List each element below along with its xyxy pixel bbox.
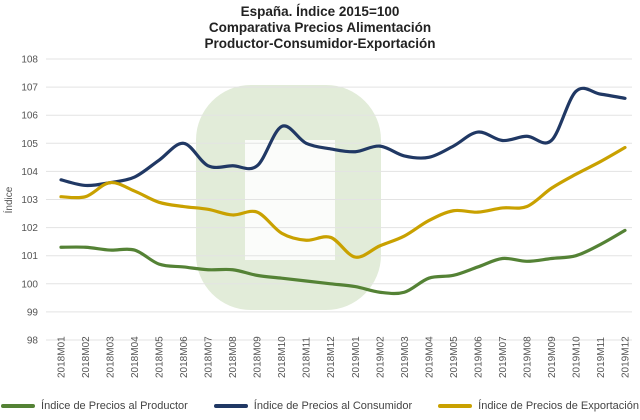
- y-axis-label: Índice: [2, 186, 15, 213]
- x-tick-label: 2018M10: [277, 336, 288, 378]
- y-tick-label: 101: [21, 251, 38, 262]
- x-tick-label: 2018M03: [106, 336, 117, 378]
- chart-title-line-1: España. Índice 2015=100: [240, 4, 400, 19]
- x-tick-label: 2019M04: [424, 336, 435, 378]
- legend-swatch: [1, 404, 36, 408]
- x-tick-label: 2019M02: [375, 336, 386, 378]
- y-tick-label: 105: [21, 139, 38, 150]
- legend-swatch: [438, 404, 473, 408]
- series-line-2: [59, 145, 627, 259]
- legend-label: Índice de Precios al Consumidor: [253, 400, 413, 412]
- legend-label: Índice de Precios de Exportación: [478, 400, 639, 412]
- x-tick-label: 2018M04: [130, 336, 141, 378]
- series-line-0: [59, 228, 627, 296]
- legend: Índice de Precios al Productor Índice de …: [0, 400, 640, 412]
- x-tick-label: 2019M09: [547, 336, 558, 378]
- y-tick-label: 99: [27, 307, 39, 318]
- x-tick-label: 2019M11: [596, 337, 607, 378]
- x-tick-label: 2018M05: [155, 336, 166, 378]
- legend-item: Índice de Precios de Exportación: [438, 400, 639, 412]
- x-tick-label: 2019M03: [400, 336, 411, 378]
- y-tick-label: 107: [21, 83, 38, 94]
- legend-item: Índice de Precios al Consumidor: [213, 400, 413, 412]
- x-tick-label: 2018M11: [302, 337, 313, 378]
- x-tick-label: 2018M08: [228, 336, 239, 378]
- x-tick-label: 2018M09: [253, 336, 264, 378]
- y-tick-label: 98: [27, 336, 39, 347]
- series-line-1: [59, 86, 627, 188]
- y-tick-label: 108: [21, 55, 38, 66]
- x-tick-label: 2019M05: [449, 336, 460, 378]
- x-tick-label: 2019M08: [522, 336, 533, 378]
- x-tick-label: 2018M06: [179, 336, 190, 378]
- x-tick-label: 2018M07: [204, 336, 215, 378]
- chart-title-line-3: Productor-Consumidor-Exportación: [204, 36, 436, 51]
- x-tick-label: 2019M01: [351, 336, 362, 378]
- y-tick-label: 106: [21, 111, 38, 122]
- y-tick-label: 104: [21, 167, 38, 178]
- x-tick-label: 2018M12: [326, 336, 337, 378]
- legend-swatch: [213, 404, 248, 408]
- legend-label: Índice de Precios al Productor: [41, 400, 188, 412]
- x-tick-label: 2019M12: [621, 336, 632, 378]
- x-tick-label: 2019M10: [571, 336, 582, 378]
- y-tick-label: 102: [21, 223, 38, 234]
- x-tick-label: 2018M01: [57, 336, 68, 378]
- chart-title-line-2: Comparativa Precios Alimentación: [208, 20, 432, 35]
- x-tick-label: 2018M02: [81, 336, 92, 378]
- legend-item: Índice de Precios al Productor: [1, 400, 188, 412]
- y-tick-label: 103: [21, 195, 38, 206]
- x-tick-label: 2019M07: [498, 336, 509, 378]
- x-tick-label: 2019M06: [473, 336, 484, 378]
- y-tick-label: 100: [21, 279, 38, 290]
